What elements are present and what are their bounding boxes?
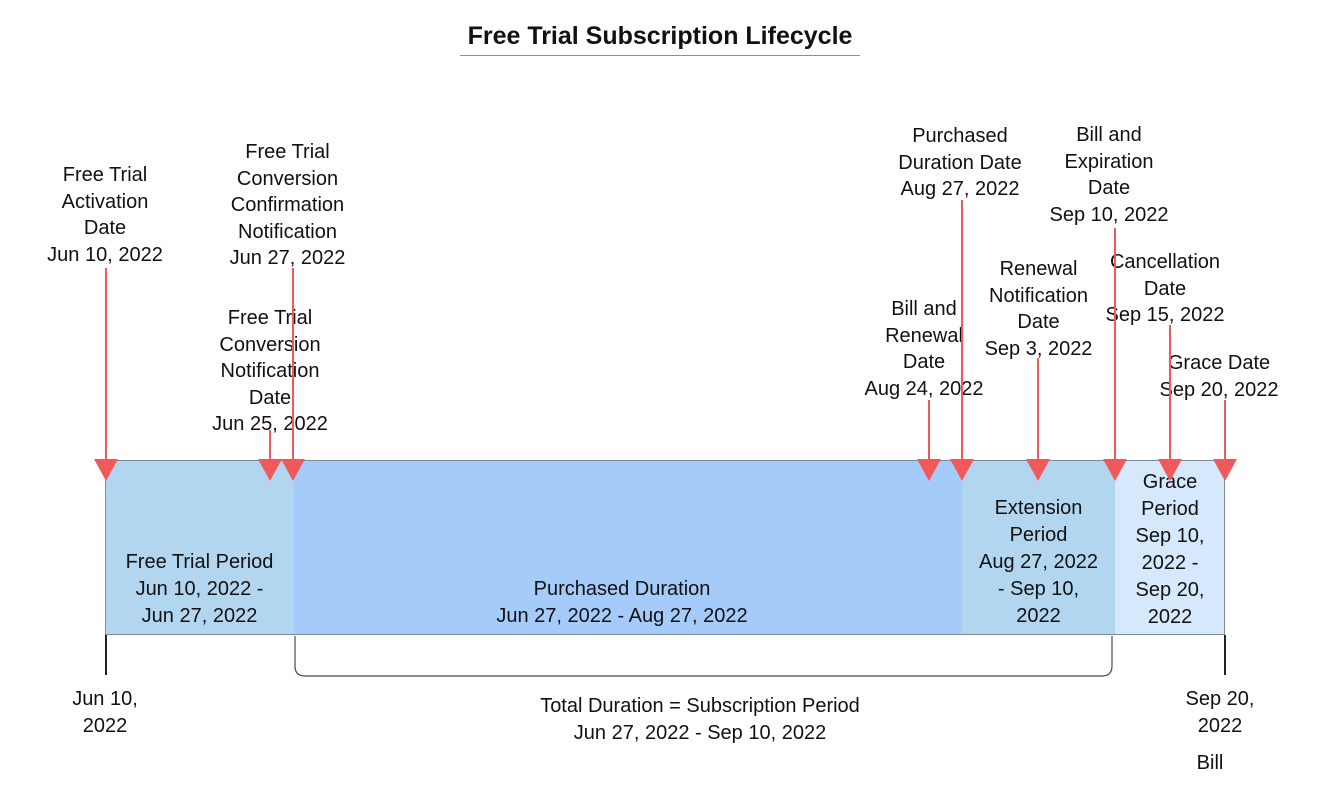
grace-period-band (1115, 460, 1225, 635)
milestone-arrowhead-grace-date (1213, 459, 1237, 481)
start-tick (105, 635, 107, 675)
free-trial-period-label: Free Trial Period Jun 10, 2022 - Jun 27, 2… (125, 551, 274, 627)
milestone-arrowhead-bill-and-expiration (1103, 459, 1127, 481)
free-trial-period-band (105, 460, 294, 635)
milestone-arrowhead-bill-and-renewal (917, 459, 941, 481)
milestone-arrowhead-activation (94, 459, 118, 481)
title-underline (460, 55, 860, 56)
extension-period-label: Extension Period Aug 27, 2022- Sep 10, 2022 (979, 497, 1098, 627)
milestone-label-conversion-notification: Free Trial Conversion Notification Date Jun … (212, 307, 328, 435)
start-date-label: Jun 10, 2022 (72, 688, 138, 737)
grace-period-label: Grace Period Sep 10, 2022 - Sep 20, 2022 (1135, 471, 1205, 628)
milestone-label-cancellation: Cancellation Date Sep 15, 2022 (1105, 251, 1225, 326)
purchased-duration-label: Purchased Duration Jun 27, 2022 - Aug 27,… (496, 578, 748, 627)
total-duration-label: Total Duration = Subscription Period Jun … (540, 695, 860, 744)
milestone-label-renewal-notification: Renewal Notification Date Sep 3, 2022 (984, 258, 1093, 360)
milestone-arrowhead-renewal-notification (1026, 459, 1050, 481)
milestone-arrowhead-purchased-duration (950, 459, 974, 481)
milestone-label-activation: Free Trial Activation Date Jun 10, 2022 (47, 164, 163, 266)
milestone-label-bill-and-renewal: Bill and Renewal Date Aug 24, 2022 (864, 298, 984, 400)
milestone-arrowhead-cancellation (1158, 459, 1182, 481)
end-date-label: Sep 20, 2022 (1185, 688, 1255, 737)
diagram-title: Free Trial Subscription Lifecycle (467, 22, 853, 50)
end-tick (1224, 635, 1226, 675)
purchased-duration-band (294, 460, 962, 635)
milestone-label-conversion-confirmation: Free Trial Conversion Confirmation Notifica… (229, 141, 346, 269)
milestone-arrowhead-conversion-confirmation (281, 459, 305, 481)
milestone-label-purchased-duration: Purchased Duration Date Aug 27, 2022 (898, 125, 1022, 200)
milestone-arrowhead-conversion-notification (258, 459, 282, 481)
total-duration-bracket (294, 636, 1113, 677)
milestone-label-grace-date: Grace Date Sep 20, 2022 (1159, 352, 1279, 401)
extension-period-band (962, 460, 1115, 635)
milestone-label-bill-and-expiration: Bill and Expiration Date Sep 10, 2022 (1049, 124, 1169, 226)
end-sublabel: Bill (1196, 752, 1224, 774)
